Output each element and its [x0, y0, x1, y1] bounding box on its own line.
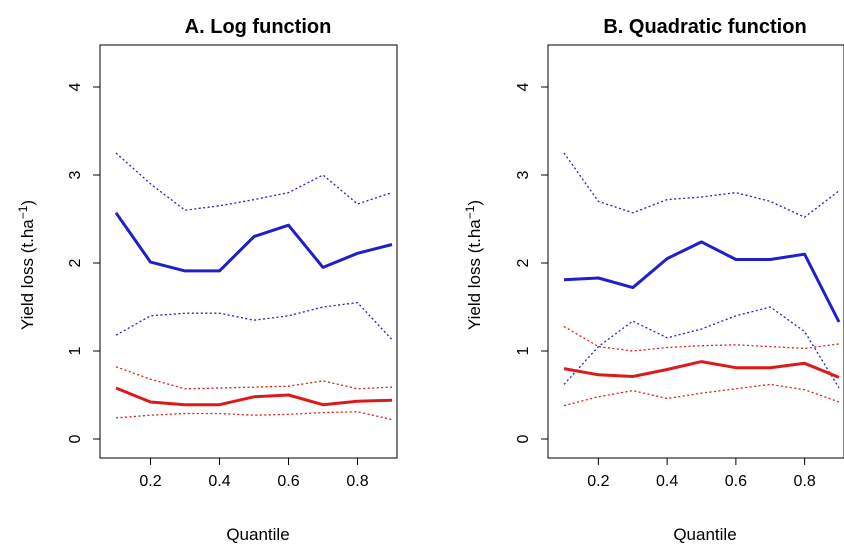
y-tick-label: 2 [67, 258, 84, 267]
y-tick-label: 0 [67, 434, 84, 443]
x-tick-label: 0.2 [587, 473, 609, 490]
red-bound-line [115, 411, 393, 421]
y-tick-label: 4 [67, 82, 84, 91]
x-tick-label: 0.4 [656, 473, 678, 490]
plot-frame [99, 44, 398, 459]
x-axis-label: Quantile [673, 525, 736, 544]
x-tick-label: 0.4 [208, 473, 230, 490]
red-bound-line [115, 366, 393, 390]
y-axis-label-main: Yield loss (t.ha [18, 219, 37, 330]
plot-frame [547, 44, 844, 459]
y-tick-label: 1 [515, 346, 532, 355]
y-tick-label: 3 [67, 170, 84, 179]
panel-log-function: A. Log function Quantile Yield loss (t.h… [16, 16, 398, 544]
x-tick-label: 0.2 [139, 473, 161, 490]
red-bound-line [563, 325, 840, 352]
red-median-line [115, 386, 393, 407]
y-axis-label-superscript: −1 [463, 205, 477, 219]
blue-bound-line [563, 306, 840, 389]
red-median-line [563, 360, 840, 379]
panel-title: A. Log function [185, 16, 332, 38]
y-axis-label-superscript: −1 [16, 205, 30, 219]
y-axis-label-close: ) [18, 200, 37, 206]
y-tick-label: 4 [515, 82, 532, 91]
y-tick-label: 2 [515, 258, 532, 267]
y-axis-label-main: Yield loss (t.ha [465, 219, 484, 330]
y-axis-label: Yield loss (t.ha−1) [463, 200, 484, 330]
blue-bound-line [115, 301, 393, 341]
y-tick-label: 0 [515, 434, 532, 443]
x-axis-label: Quantile [226, 525, 289, 544]
y-tick-label: 3 [515, 170, 532, 179]
y-tick-label: 1 [67, 346, 84, 355]
x-tick-label: 0.8 [346, 473, 368, 490]
x-tick-label: 0.6 [725, 473, 747, 490]
panel-quadratic-function: B. Quadratic function Quantile Yield los… [463, 16, 844, 544]
y-axis-label: Yield loss (t.ha−1) [16, 200, 37, 330]
x-tick-label: 0.6 [277, 473, 299, 490]
blue-bound-line [563, 152, 840, 218]
blue-median-line [114, 211, 393, 273]
x-tick-label: 0.8 [794, 473, 816, 490]
y-axis-label-close: ) [465, 200, 484, 206]
red-bound-line [563, 383, 840, 407]
blue-bound-line [115, 152, 393, 211]
blue-median-line [563, 240, 841, 323]
panel-title: B. Quadratic function [603, 16, 806, 38]
